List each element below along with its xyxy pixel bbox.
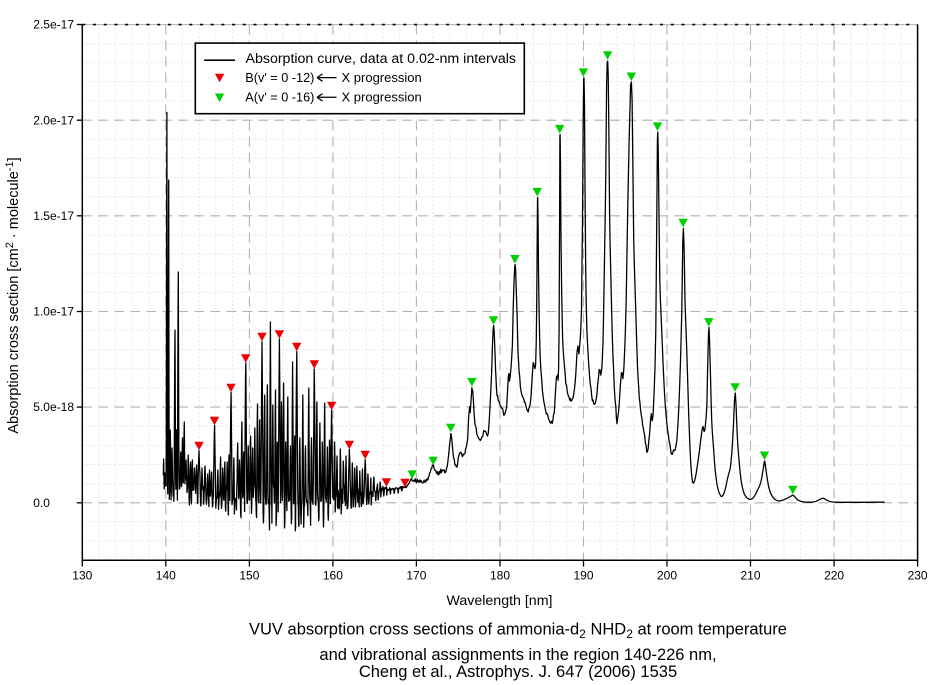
svg-text:170: 170 — [406, 569, 426, 583]
svg-text:and vibrational assignments in: and vibrational assignments in the regio… — [319, 646, 716, 664]
svg-text:B(v' = 0 -12): B(v' = 0 -12) — [245, 71, 314, 85]
svg-text:180: 180 — [490, 569, 510, 583]
svg-text:5.0e-18: 5.0e-18 — [33, 400, 74, 414]
svg-text:160: 160 — [323, 569, 343, 583]
svg-text:Absorption cross section [cm2: Absorption cross section [cm2 · molecule… — [4, 157, 22, 433]
svg-text:140: 140 — [156, 569, 176, 583]
svg-text:A(v' = 0 -16): A(v' = 0 -16) — [245, 91, 314, 105]
svg-text:X progression: X progression — [342, 90, 422, 105]
svg-text:2.5e-17: 2.5e-17 — [33, 18, 74, 32]
svg-text:130: 130 — [72, 569, 92, 583]
svg-text:VUV absorption cross sections: VUV absorption cross sections of ammonia… — [249, 621, 787, 642]
svg-text:200: 200 — [657, 569, 677, 583]
svg-text:1.0e-17: 1.0e-17 — [33, 305, 74, 319]
svg-text:150: 150 — [239, 569, 259, 583]
svg-text:2.0e-17: 2.0e-17 — [33, 113, 74, 127]
svg-text:1.5e-17: 1.5e-17 — [33, 209, 74, 223]
svg-text:230: 230 — [908, 569, 928, 583]
svg-text:Absorption curve, data at 0.02: Absorption curve, data at 0.02-nm interv… — [246, 51, 517, 67]
svg-text:190: 190 — [573, 569, 593, 583]
svg-text:0.0: 0.0 — [33, 496, 50, 510]
svg-text:Cheng et al., Astrophys. J. 64: Cheng et al., Astrophys. J. 647 (2006) 1… — [359, 663, 677, 681]
svg-text:220: 220 — [824, 569, 844, 583]
svg-text:210: 210 — [740, 569, 760, 583]
svg-text:Wavelength [nm]: Wavelength [nm] — [447, 593, 553, 609]
svg-text:X progression: X progression — [342, 70, 422, 85]
